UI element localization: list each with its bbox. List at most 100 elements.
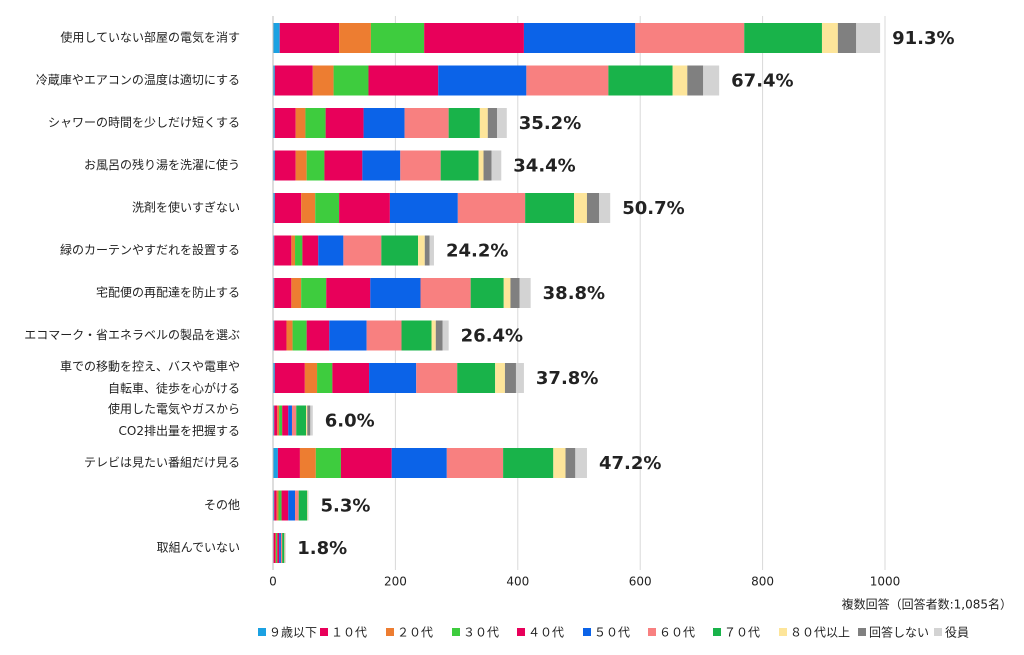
bar-segment: [273, 65, 275, 96]
bar-segment: [515, 363, 524, 393]
total-label: 47.2%: [599, 453, 661, 474]
bar-segment: [479, 108, 488, 138]
bar-segment: [315, 448, 341, 478]
bar-segment: [273, 150, 275, 181]
x-tick-label: 600: [629, 575, 652, 589]
bar-segment: [420, 278, 471, 308]
legend-label: ３０代: [463, 626, 499, 640]
y-tick-label: CO2排出量を把握する: [119, 423, 240, 438]
legend-label: ８０代以上: [790, 626, 850, 640]
bar-segment: [292, 320, 307, 351]
bar-segment: [325, 108, 364, 138]
bar-segment: [273, 363, 275, 393]
bar-segment: [273, 108, 275, 138]
y-tick-label: テレビは見たい番組だけ見る: [84, 456, 240, 470]
bar-segment: [280, 533, 283, 563]
total-label: 67.4%: [731, 71, 793, 92]
bar-segment: [504, 363, 516, 393]
y-tick-label: 使用した電気やガスから: [108, 401, 240, 416]
legend-label: ５０代: [594, 626, 630, 640]
y-tick-label: 使用していない部屋の電気を消す: [60, 30, 240, 45]
bar-segment: [837, 23, 857, 53]
bar-segment: [599, 193, 611, 223]
bar-segment: [446, 448, 504, 478]
bar-segment: [310, 405, 313, 436]
bar-segment: [307, 490, 308, 521]
bar-segment: [306, 320, 330, 351]
bar-segment: [274, 320, 287, 351]
bar-segment: [510, 278, 520, 308]
bar-segment: [362, 150, 401, 181]
total-label: 35.2%: [519, 113, 581, 134]
bar-segment: [282, 405, 289, 436]
bar-segment: [329, 320, 367, 351]
total-label: 24.2%: [446, 241, 508, 262]
bar-segment: [496, 108, 507, 138]
bar-segment: [487, 108, 497, 138]
bar-segment: [429, 235, 434, 266]
bar-segment: [274, 65, 313, 96]
bar-segment: [277, 405, 280, 436]
bar-segment: [317, 363, 333, 393]
bar-segment: [277, 448, 300, 478]
bar-segment: [295, 108, 306, 138]
bar-segment: [424, 235, 430, 266]
bar-segment: [274, 363, 305, 393]
y-tick-label: 洗剤を使いすぎない: [132, 200, 240, 215]
bar-segment: [304, 363, 318, 393]
bar-segment: [277, 533, 280, 563]
bar-segment: [525, 193, 575, 223]
bar-segment: [291, 405, 297, 436]
bar-segment: [608, 65, 673, 96]
bar-segment: [273, 448, 278, 478]
y-tick-label: 緑のカーテンやすだれを設置する: [60, 242, 240, 257]
bar-segment: [340, 448, 392, 478]
legend-swatch: [934, 628, 942, 636]
legend-label: ７０代: [724, 626, 760, 640]
bar-segment: [457, 363, 496, 393]
legend-swatch: [258, 628, 266, 636]
bar-segment: [273, 490, 275, 521]
bar-segment: [279, 533, 281, 563]
legend-swatch: [452, 628, 460, 636]
legend-swatch: [517, 628, 525, 636]
bar-segment: [273, 405, 275, 436]
bar-segment: [274, 150, 296, 181]
bar-segment: [273, 278, 275, 308]
bar-segment: [295, 150, 307, 181]
bar-segment: [281, 490, 289, 521]
bar-segment: [821, 23, 838, 53]
bar-segment: [274, 108, 296, 138]
total-label: 1.8%: [297, 538, 347, 559]
bar-segment: [274, 490, 277, 521]
legend-label: 役員: [945, 625, 969, 640]
bar-segment: [491, 150, 502, 181]
bar-segment: [503, 448, 554, 478]
bar-segment: [470, 278, 504, 308]
bar-segment: [438, 65, 527, 96]
bar-segment: [370, 23, 425, 53]
bar-segment: [284, 533, 285, 563]
bar-segment: [275, 533, 277, 563]
bar-segment: [296, 405, 307, 436]
legend-label: １０代: [331, 626, 367, 640]
bar-segment: [478, 150, 484, 181]
bar-segment: [332, 363, 370, 393]
bar-segment: [278, 490, 282, 521]
bar-segment: [856, 23, 881, 53]
bar-segment: [273, 235, 275, 266]
bar-segment: [295, 235, 303, 266]
bar-segment: [274, 278, 292, 308]
bar-segment: [299, 448, 316, 478]
bar-segment: [339, 193, 390, 223]
bar-segment: [279, 405, 283, 436]
bar-segment: [326, 278, 371, 308]
bar-segment: [400, 150, 441, 181]
y-tick-label: 冷蔵庫やエアコンの温度は適切にする: [36, 72, 240, 87]
bar-segment: [307, 490, 309, 521]
legend-label: ２０代: [397, 626, 433, 640]
bar-segment: [635, 23, 745, 53]
x-tick-label: 200: [384, 575, 407, 589]
bar-segment: [431, 320, 436, 351]
